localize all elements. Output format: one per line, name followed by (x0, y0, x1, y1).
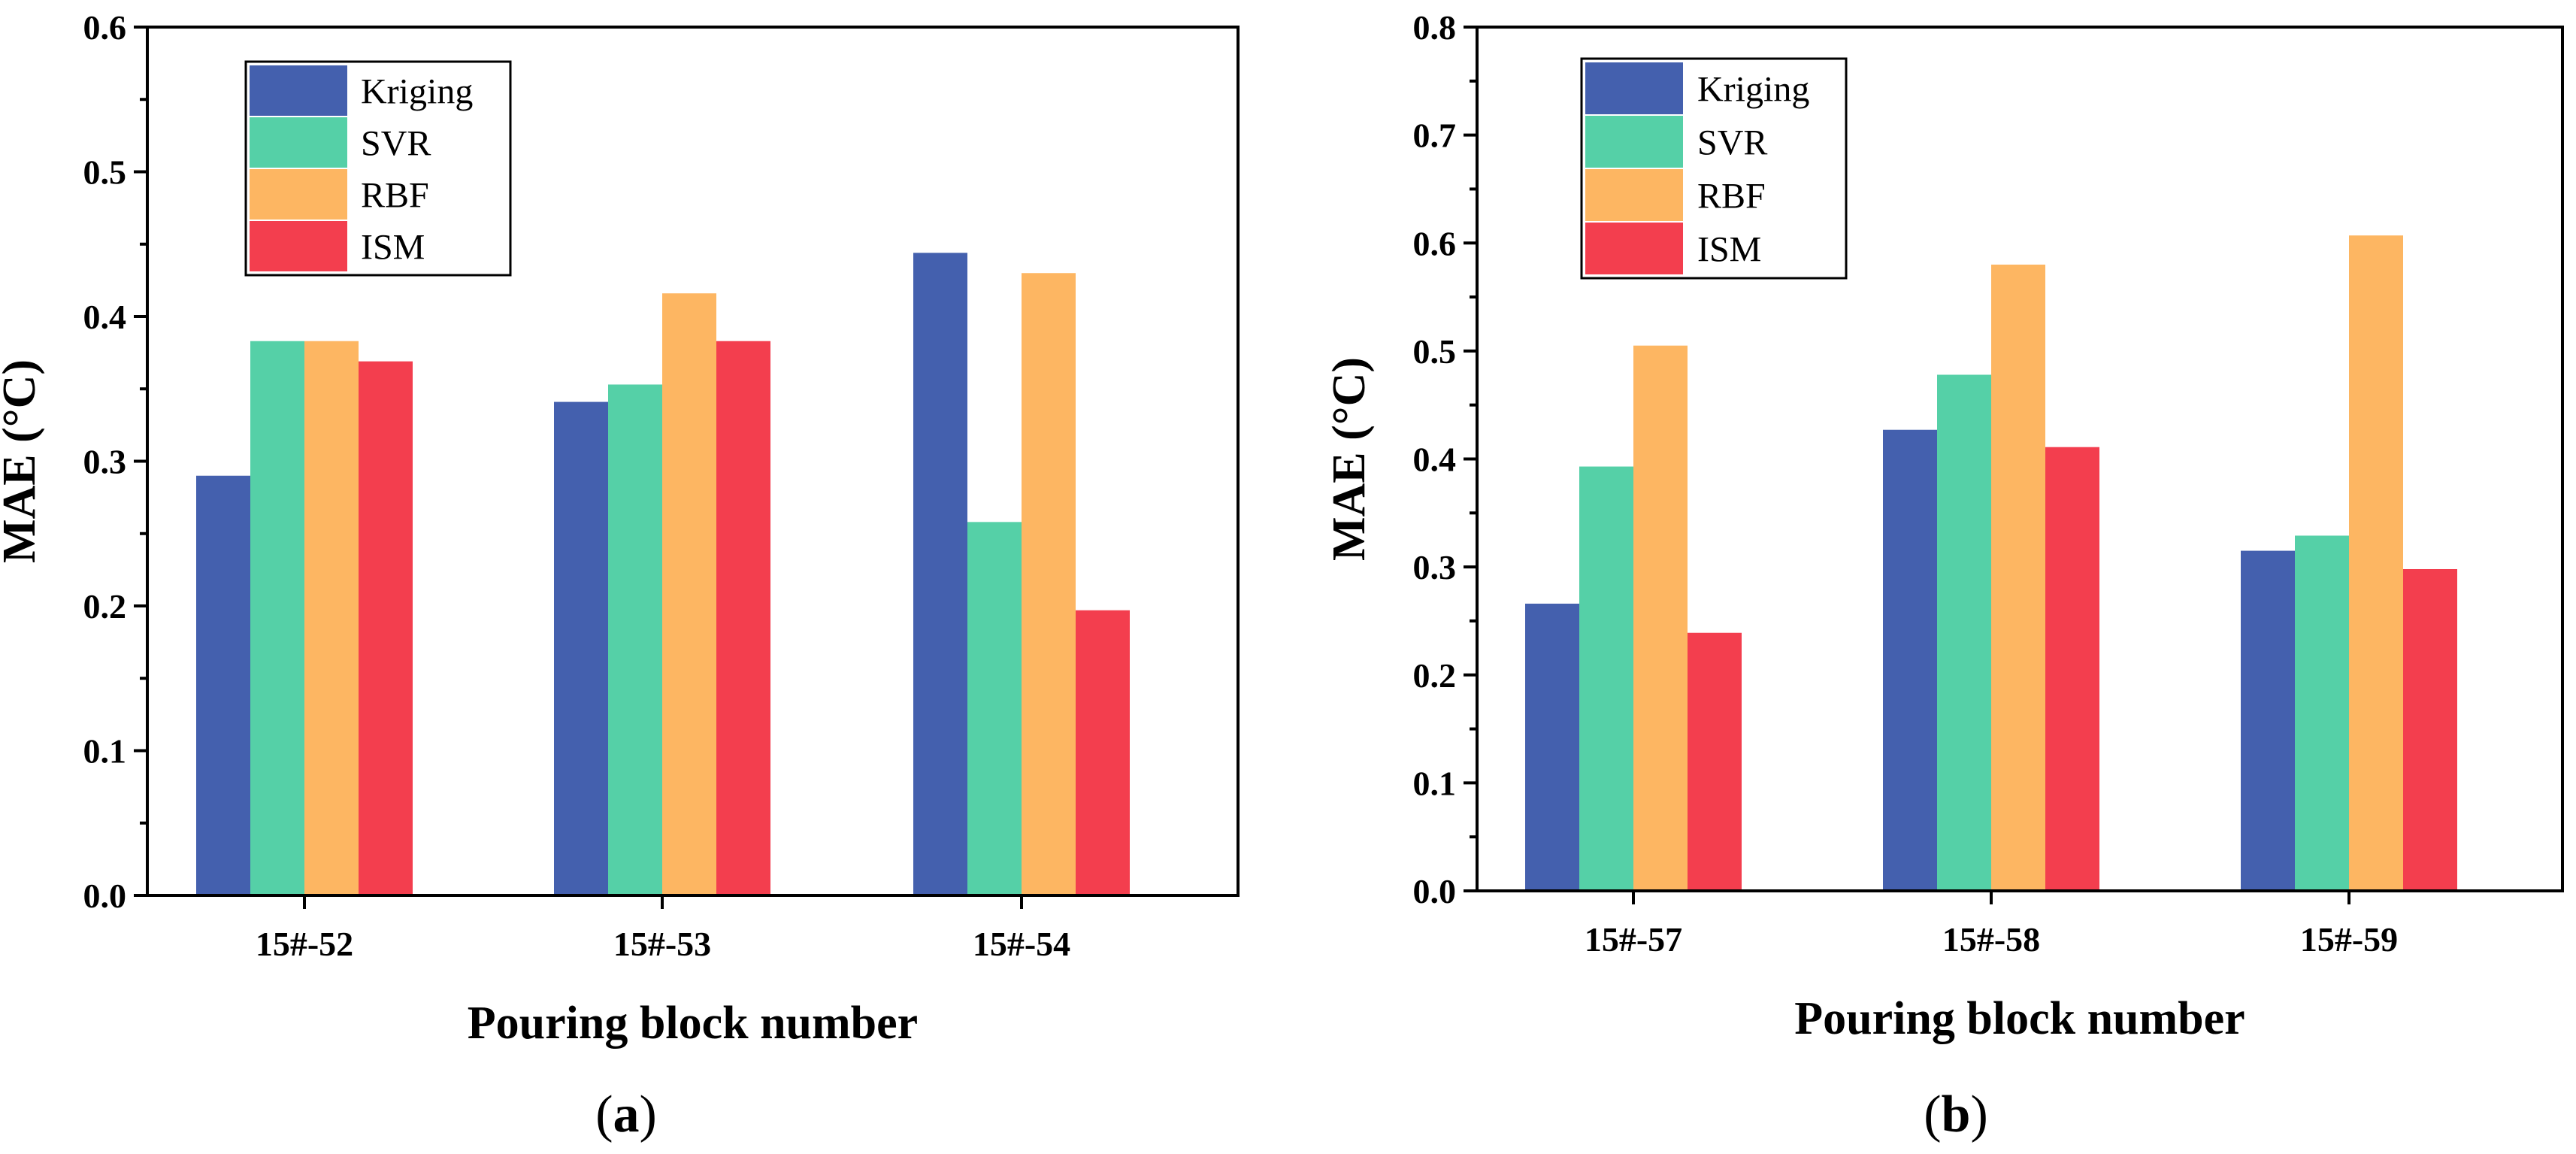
chart-a-legend-swatch-svr (248, 116, 349, 169)
chart-b-legend-swatch-rbf (1584, 168, 1685, 223)
chart-a-bar-svr-2 (608, 384, 662, 896)
chart-a-bar-rbf-2 (662, 293, 716, 895)
chart-b-xtick-label: 15#-58 (1942, 920, 2040, 959)
chart-b-ytick-label: 0.5 (1413, 332, 1457, 371)
chart-b-bar-kriging-3 (2241, 550, 2295, 891)
chart-a: 0.0 0.1 0.2 0.3 0.4 0.5 0.6 15#-52 15#-53 15#-54 P… (0, 8, 1240, 1143)
chart-b-bar-ism-1 (1688, 632, 1742, 891)
chart-b-bar-rbf-3 (2349, 235, 2403, 891)
chart-a-legend-swatch-ism (248, 220, 349, 273)
chart-a-ytick-label: 0.2 (83, 587, 127, 625)
chart-b-ytick-label: 0.1 (1413, 764, 1457, 802)
chart-b-legend-label-svr: SVR (1697, 123, 1767, 163)
chart-b-bar-kriging-2 (1883, 429, 1937, 891)
chart-b-ytick-label: 0.2 (1413, 656, 1457, 695)
chart-a-bar-svr-1 (250, 341, 304, 896)
chart-b-legend-label-ism: ISM (1697, 230, 1761, 270)
chart-a-bar-ism-1 (359, 361, 413, 895)
chart-a-ytick-label: 0.5 (83, 153, 127, 192)
chart-a-bar-rbf-3 (1022, 273, 1076, 895)
chart-b-panel-label: (b) (1924, 1086, 1988, 1143)
chart-b-bar-ism-3 (2403, 568, 2457, 891)
chart-b-bar-svr-2 (1937, 374, 1991, 891)
chart-a-bar-kriging-2 (554, 401, 608, 895)
chart-a-ytick-label: 0.3 (83, 443, 127, 481)
chart-b-bar-ism-2 (2045, 447, 2099, 891)
chart-b-legend-label-kriging: Kriging (1697, 70, 1809, 110)
chart-a-legend-label-kriging: Kriging (361, 72, 473, 112)
chart-b-legend-label-rbf: RBF (1697, 177, 1766, 217)
chart-b-ylabel: MAE (°C) (1324, 357, 1375, 561)
chart-a-bar-rbf-1 (304, 341, 359, 896)
chart-a-legend-label-rbf: RBF (361, 176, 429, 216)
chart-b-bar-kriging-1 (1525, 603, 1579, 891)
chart-b-legend-swatch-ism (1584, 221, 1685, 276)
chart-a-legend-swatch-kriging (248, 64, 349, 117)
chart-b-bar-rbf-1 (1633, 345, 1688, 892)
chart-b-ytick-label: 0.8 (1413, 8, 1457, 47)
chart-a-legend-swatch-rbf (248, 168, 349, 221)
chart-b-ytick-label: 0.4 (1413, 441, 1457, 479)
chart-b-xtick-label: 15#-59 (2300, 920, 2398, 959)
chart-a-bar-ism-2 (716, 341, 770, 896)
chart-a-panel-label: (a) (595, 1086, 657, 1143)
chart-b-bar-svr-1 (1579, 466, 1633, 891)
chart-a-bar-ism-3 (1076, 610, 1130, 895)
chart-b-ytick-label: 0.6 (1413, 224, 1457, 262)
chart-b-bar-rbf-2 (1991, 264, 2045, 892)
chart-a-bar-kriging-1 (196, 475, 250, 895)
chart-b-ytick-label: 0.7 (1413, 117, 1457, 155)
chart-a-bar-svr-3 (967, 522, 1022, 895)
chart-a-xtick-label: 15#-54 (973, 925, 1070, 963)
chart-b-ytick-label: 0.3 (1413, 548, 1457, 586)
chart-b: 0.0 0.1 0.2 0.3 0.4 0.5 0.6 0.7 0.8 15#-57 15#-58 1… (1324, 8, 2564, 1143)
chart-a-ylabel: MAE (°C) (0, 359, 45, 563)
chart-a-xtick-label: 15#-52 (256, 925, 353, 963)
chart-a-ytick-label: 0.6 (83, 8, 127, 47)
chart-a-bar-kriging-3 (913, 253, 967, 895)
chart-b-legend-swatch-kriging (1584, 61, 1685, 116)
chart-b-legend-swatch-svr (1584, 114, 1685, 169)
chart-a-ytick-label: 0.1 (83, 732, 127, 771)
chart-a-xlabel: Pouring block number (468, 998, 918, 1049)
chart-a-legend-label-svr: SVR (361, 124, 431, 164)
chart-b-xlabel: Pouring block number (1794, 993, 2245, 1044)
chart-a-xtick-label: 15#-53 (613, 925, 711, 963)
chart-b-ytick-label: 0.0 (1413, 872, 1457, 910)
chart-a-ytick-label: 0.4 (83, 298, 127, 336)
chart-b-xtick-label: 15#-57 (1585, 920, 1682, 959)
chart-b-bar-svr-3 (2295, 535, 2349, 891)
chart-a-ytick-label: 0.0 (83, 877, 127, 915)
chart-a-legend-label-ism: ISM (361, 228, 425, 268)
